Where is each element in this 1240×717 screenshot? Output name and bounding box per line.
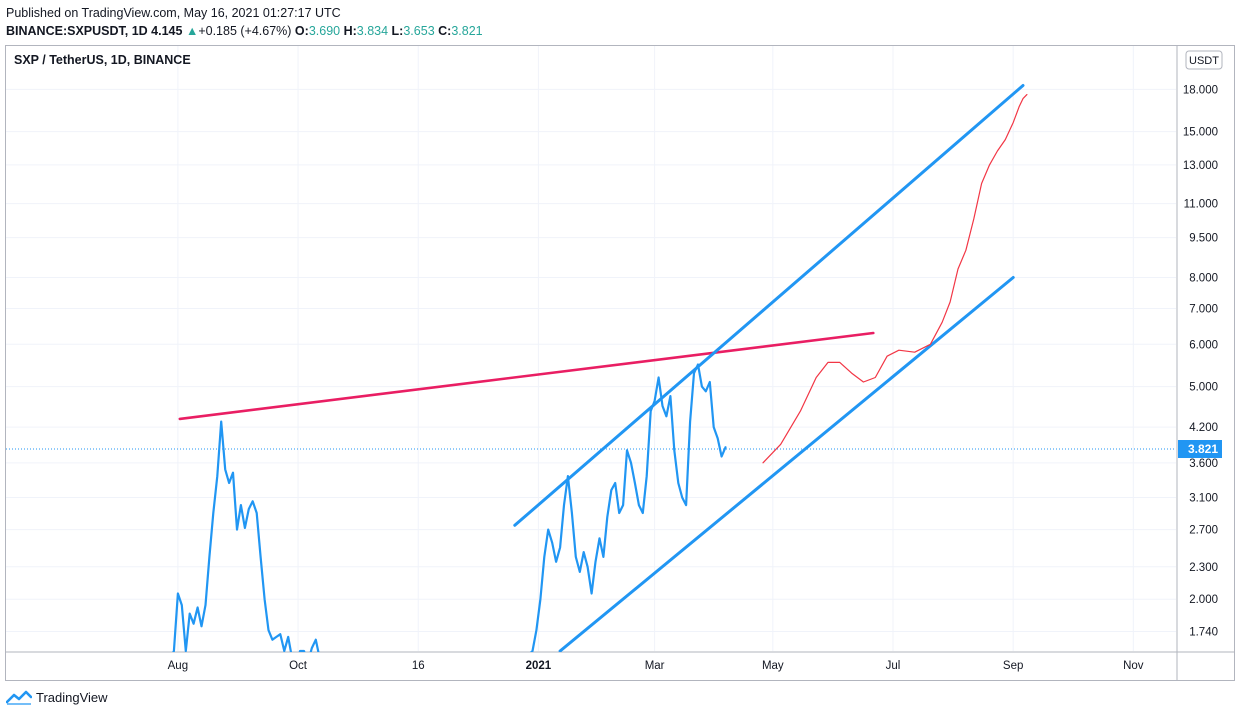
x-tick-label: Sep <box>1003 660 1023 672</box>
price-axis[interactable]: 18.000 15.000 13.000 11.000 9.500 8.000 7.000 6… <box>1183 84 1218 638</box>
x-tick-label: Aug <box>168 660 188 672</box>
published-line: Published on TradingView.com, May 16, 20… <box>6 6 341 20</box>
footer: TradingView <box>6 689 108 705</box>
chart-title: SXP / TetherUS, 1D, BINANCE <box>14 53 191 67</box>
close-label: C: <box>438 24 452 38</box>
x-tick-label: 16 <box>412 660 425 672</box>
footer-brand[interactable]: TradingView <box>36 689 108 705</box>
y-tick-label: 11.000 <box>1184 199 1218 211</box>
low-label: L: <box>391 24 404 38</box>
projection-path[interactable] <box>762 93 1028 464</box>
y-tick-label: 2.700 <box>1189 525 1218 537</box>
y-tick-label: 2.000 <box>1189 594 1218 606</box>
y-tick-label: 5.000 <box>1189 382 1218 394</box>
up-arrow-icon: ▲ <box>185 24 199 38</box>
currency-badge[interactable]: USDT <box>1185 50 1223 70</box>
resistance-trendline[interactable] <box>178 331 875 421</box>
y-tick-label: 18.000 <box>1183 84 1218 96</box>
grid <box>6 46 1176 651</box>
high-value: 3.834 <box>356 24 389 38</box>
channel-upper-line[interactable] <box>513 84 1025 527</box>
y-tick-label: 6.000 <box>1189 339 1218 351</box>
time-axis[interactable]: Aug Oct 16 2021 Mar May Jul Sep Nov <box>168 660 1144 672</box>
x-tick-label: Mar <box>645 660 665 672</box>
channel-lower-line[interactable] <box>558 276 1015 652</box>
y-tick-label: 3.100 <box>1189 493 1218 505</box>
close-value: 3.821 <box>451 24 483 38</box>
currency-badge-label: USDT <box>1189 55 1219 67</box>
price-series-line[interactable] <box>170 363 727 709</box>
x-tick-label: Oct <box>289 660 308 672</box>
y-tick-label: 9.500 <box>1189 233 1218 245</box>
chart-header: Published on TradingView.com, May 16, 20… <box>6 4 483 40</box>
chart-frame <box>5 45 1235 681</box>
y-tick-label: 1.740 <box>1189 627 1218 639</box>
y-tick-label: 13.000 <box>1183 160 1218 172</box>
x-tick-label: 2021 <box>526 660 552 672</box>
y-tick-label: 8.000 <box>1189 273 1218 285</box>
symbol-name[interactable]: BINANCE:SXPUSDT, 1D <box>6 24 148 38</box>
price-change: +0.185 (+4.67%) <box>198 24 292 38</box>
x-tick-label: Nov <box>1123 660 1144 672</box>
x-tick-label: Jul <box>886 660 901 672</box>
y-tick-label: 15.000 <box>1183 127 1218 139</box>
last-price-marker: 3.821 <box>6 440 1222 459</box>
last-price-badge <box>1178 440 1222 459</box>
x-tick-label: May <box>762 660 784 672</box>
y-tick-label: 3.600 <box>1189 458 1218 470</box>
tradingview-logo-icon[interactable] <box>6 689 32 705</box>
symbol-ohlc-line: BINANCE:SXPUSDT, 1D 4.145 ▲+0.185 (+4.67… <box>6 22 483 40</box>
plot-area <box>170 84 1028 709</box>
open-value: 3.690 <box>308 24 341 38</box>
open-label: O: <box>294 24 309 38</box>
high-label: H: <box>343 24 357 38</box>
y-tick-label: 4.200 <box>1189 422 1218 434</box>
y-tick-label: 7.000 <box>1189 304 1218 316</box>
last-price-badge-label: 3.821 <box>1188 442 1218 456</box>
y-tick-label: 2.300 <box>1189 562 1218 574</box>
last-price: 4.145 <box>151 24 183 38</box>
low-value: 3.653 <box>403 24 435 38</box>
